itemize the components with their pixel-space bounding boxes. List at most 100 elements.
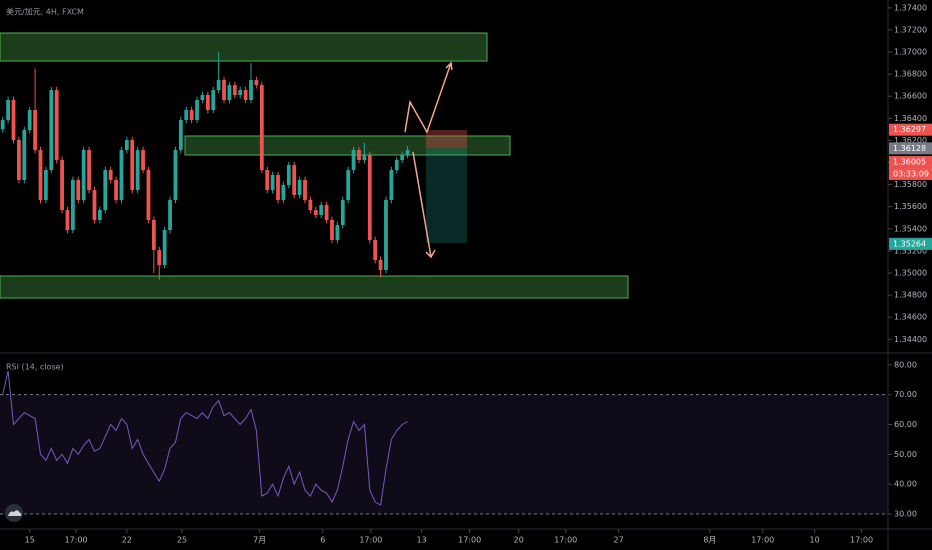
candle-body xyxy=(33,110,37,151)
candle-body xyxy=(81,150,86,200)
candle-body xyxy=(254,79,259,86)
candle-body xyxy=(178,119,183,151)
y-tick-label: 1.37200 xyxy=(894,25,927,34)
x-tick-label: 17:00 xyxy=(850,536,873,545)
candle-body xyxy=(38,150,43,200)
x-tick-label: 20 xyxy=(514,536,524,545)
candle-body xyxy=(43,170,48,200)
y-tick-label: 1.35200 xyxy=(894,246,927,255)
x-tick-label: 17:00 xyxy=(359,536,382,545)
x-tick-label: 13 xyxy=(417,536,427,545)
symbol-title: 美元/加元, 4H, FXCM xyxy=(6,7,84,17)
candle-body xyxy=(173,150,178,200)
x-tick-label: 17:00 xyxy=(554,536,577,545)
y-tick-label: 1.35600 xyxy=(894,202,927,211)
candle-body xyxy=(130,139,135,191)
arrow-head xyxy=(425,249,436,259)
y-tick-label: 60.00 xyxy=(894,420,917,429)
candle-body xyxy=(97,210,102,220)
y-tick-label: 1.35800 xyxy=(894,180,927,189)
x-tick-label: 6 xyxy=(320,536,325,545)
candle-body xyxy=(357,150,361,160)
support-zone xyxy=(0,275,629,299)
candle-body xyxy=(87,150,91,191)
candle-body xyxy=(340,199,345,226)
candle-body xyxy=(168,199,172,231)
candle-body xyxy=(17,139,21,180)
rsi-band xyxy=(0,394,888,514)
y-tick-label: 1.37000 xyxy=(894,48,927,57)
x-tick-label: 7月 xyxy=(253,536,266,545)
y-tick-label: 1.37400 xyxy=(894,3,927,12)
candle-body xyxy=(27,110,32,131)
candle-body xyxy=(11,99,16,140)
x-tick-label: 8月 xyxy=(703,536,716,545)
candle-body xyxy=(200,95,205,100)
candle-body xyxy=(135,150,140,191)
y-tick-label: 30.00 xyxy=(894,509,917,518)
target-area xyxy=(426,148,467,243)
y-tick-label: 80.00 xyxy=(894,360,917,369)
price-badge-label: 1.36297 xyxy=(893,125,926,134)
price-badge-label: 1.36005 xyxy=(893,157,926,166)
resistance-zone xyxy=(0,32,488,62)
candle-body xyxy=(335,225,340,240)
arrow-head xyxy=(445,61,453,71)
y-tick-label: 70.00 xyxy=(894,390,917,399)
x-tick-label: 17:00 xyxy=(65,536,88,545)
background-layer xyxy=(0,394,888,515)
candle-body xyxy=(70,179,75,231)
candle-body xyxy=(367,155,372,240)
x-tick-label: 17:00 xyxy=(458,536,481,545)
candle-body xyxy=(222,79,226,100)
candle-body xyxy=(405,150,410,156)
candle-body xyxy=(103,170,108,211)
candle-body xyxy=(276,175,280,200)
x-tick-label: 22 xyxy=(122,536,132,545)
bull-arrow xyxy=(404,62,452,134)
drawings xyxy=(0,32,629,299)
candle-body xyxy=(232,85,237,96)
candle-body xyxy=(384,199,388,271)
candle-body xyxy=(238,90,243,96)
y-tick-label: 40.00 xyxy=(894,480,917,489)
y-tick-label: 1.36200 xyxy=(894,136,927,145)
x-tick-label: 25 xyxy=(177,536,187,545)
candle-body xyxy=(6,99,10,120)
candle-body xyxy=(303,179,307,200)
candle-body xyxy=(162,230,167,266)
candle-body xyxy=(259,85,264,171)
candle-body xyxy=(60,159,64,211)
candle-body xyxy=(308,199,313,211)
y-tick-label: 1.35400 xyxy=(894,224,927,233)
candle-body xyxy=(141,150,145,171)
candle-body xyxy=(281,185,286,200)
candle-body xyxy=(378,259,383,271)
candle-body xyxy=(324,205,329,220)
candle-body xyxy=(351,150,356,171)
candle-body xyxy=(146,170,151,220)
y-tick-label: 1.34400 xyxy=(894,335,927,344)
candle-body xyxy=(265,170,270,191)
candle-body xyxy=(389,170,394,200)
candle-body xyxy=(184,110,189,120)
y-tick-label: 1.34800 xyxy=(894,291,927,300)
candle-body xyxy=(286,165,291,186)
x-tick-label: 15 xyxy=(25,536,35,545)
candle-body xyxy=(346,170,351,200)
logo-mark xyxy=(8,510,22,516)
candle-body xyxy=(319,205,324,216)
candle-body xyxy=(49,90,54,171)
candle-body xyxy=(297,179,302,196)
candle-body xyxy=(373,239,378,260)
countdown-badge xyxy=(889,167,932,180)
candle-body xyxy=(270,175,275,191)
candle-body xyxy=(205,95,210,111)
candle-body xyxy=(189,110,194,120)
price-badge xyxy=(889,155,932,168)
candle-body xyxy=(54,90,59,160)
y-tick-label: 1.36600 xyxy=(894,92,927,101)
candle-body xyxy=(22,130,27,180)
